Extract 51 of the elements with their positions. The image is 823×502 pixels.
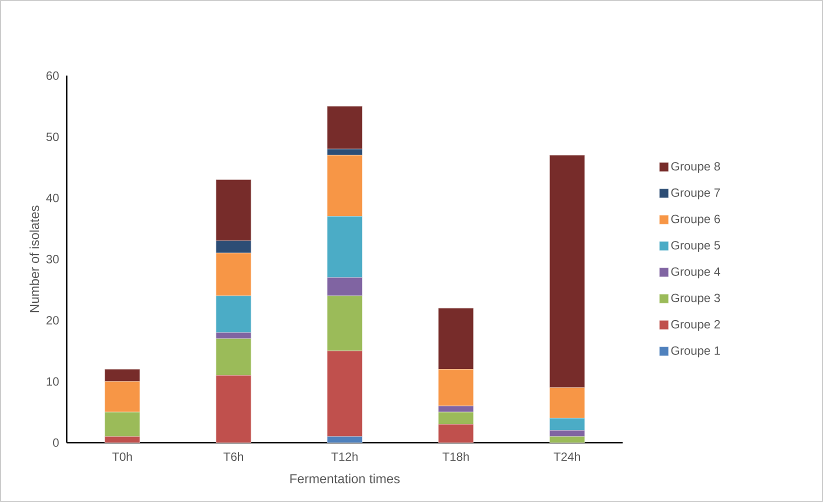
legend-label: Groupe 5 (671, 241, 720, 252)
bar (327, 436, 362, 443)
x-tick-label: T12h (331, 452, 358, 461)
bar (549, 154, 585, 388)
bar (327, 216, 362, 278)
legend-label: Groupe 4 (671, 267, 720, 278)
y-axis-title: Number of isolates (30, 206, 40, 312)
bar (216, 179, 252, 242)
y-tick-label: 20 (46, 316, 59, 325)
y-tick-label: 50 (46, 132, 59, 142)
y-tick-label: 30 (46, 254, 59, 264)
y-tick-label: 10 (46, 377, 59, 386)
bar (438, 406, 474, 412)
legend-label: Groupe 3 (671, 294, 720, 305)
bar (104, 436, 140, 443)
legend-label: Groupe 2 (671, 320, 720, 331)
legend-label: Groupe 8 (671, 162, 720, 173)
bar (216, 296, 252, 333)
x-tick-label: T24h (554, 452, 580, 461)
x-tick-label: T0h (112, 452, 132, 461)
bar (216, 240, 252, 254)
bar (327, 154, 362, 217)
bar (549, 436, 585, 443)
bar (216, 252, 252, 296)
x-tick-label: T18h (442, 452, 469, 461)
y-tick-label: 0 (53, 438, 59, 447)
bar (549, 430, 585, 437)
legend-label: Groupe 1 (671, 346, 720, 358)
bar (327, 350, 362, 437)
bar (438, 412, 474, 425)
bar (438, 308, 474, 370)
bar (327, 148, 362, 156)
bar (327, 106, 362, 150)
y-tick-label: 40 (46, 194, 59, 202)
bar (104, 381, 140, 412)
legend-label: Groupe 6 (671, 214, 720, 226)
bar (216, 375, 252, 443)
bar (438, 424, 474, 443)
bar (549, 418, 585, 431)
x-axis-title: Fermentation times (290, 474, 400, 484)
bar (438, 369, 474, 406)
legend-label: Groupe 7 (671, 188, 720, 200)
bar (216, 332, 252, 339)
bar (104, 412, 140, 437)
bar (327, 277, 362, 296)
bar (327, 296, 362, 352)
bar (549, 387, 585, 418)
bar (216, 338, 252, 376)
x-tick-label: T6h (223, 452, 244, 461)
y-tick-label: 60 (46, 71, 59, 80)
bar (104, 369, 140, 382)
